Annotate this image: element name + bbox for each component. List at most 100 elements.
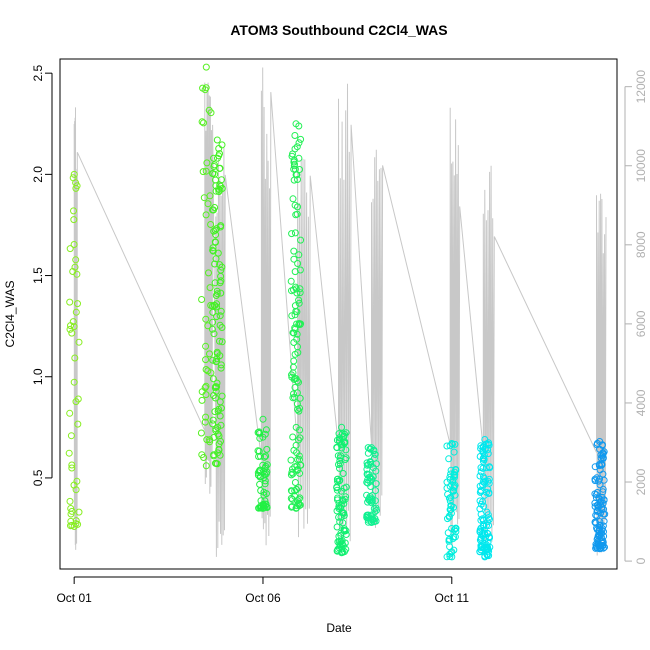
data-point bbox=[476, 497, 484, 505]
data-point bbox=[333, 523, 341, 531]
data-point bbox=[293, 143, 301, 151]
data-point bbox=[211, 384, 219, 392]
data-point bbox=[257, 497, 265, 505]
data-point bbox=[288, 312, 296, 320]
data-point bbox=[294, 176, 301, 183]
data-point bbox=[288, 152, 296, 160]
data-points bbox=[65, 63, 609, 561]
data-point bbox=[443, 553, 451, 561]
data-point bbox=[594, 504, 602, 512]
data-point bbox=[340, 484, 348, 492]
data-point bbox=[218, 263, 226, 271]
data-point bbox=[333, 443, 341, 451]
data-point bbox=[212, 425, 220, 433]
data-point bbox=[483, 508, 491, 516]
data-point bbox=[477, 533, 485, 541]
data-point bbox=[213, 300, 221, 308]
data-point bbox=[210, 451, 218, 459]
data-point bbox=[292, 504, 300, 512]
data-point bbox=[75, 508, 83, 516]
data-point bbox=[448, 553, 456, 561]
data-point bbox=[296, 394, 304, 402]
y-axis-label: C2Cl4_WAS bbox=[3, 281, 17, 348]
data-point bbox=[371, 497, 379, 505]
data-point bbox=[295, 299, 303, 307]
data-point bbox=[289, 329, 297, 337]
data-point bbox=[451, 491, 459, 499]
data-point bbox=[599, 488, 607, 496]
y-tick-label: 2.5 bbox=[31, 65, 45, 82]
data-point bbox=[476, 488, 484, 496]
data-point bbox=[202, 167, 210, 175]
data-point bbox=[338, 423, 346, 431]
data-point bbox=[74, 300, 81, 308]
data-point bbox=[593, 512, 601, 520]
data-point bbox=[335, 499, 343, 507]
data-point bbox=[214, 449, 222, 457]
data-point bbox=[293, 171, 301, 179]
x-axis: Oct 01 Oct 06 Oct 11 bbox=[56, 576, 469, 605]
data-point bbox=[68, 464, 76, 472]
data-point bbox=[481, 445, 489, 453]
data-point bbox=[291, 268, 299, 276]
data-point bbox=[451, 440, 459, 448]
data-point bbox=[215, 432, 223, 440]
data-point bbox=[291, 384, 299, 391]
data-point bbox=[444, 515, 451, 523]
data-point bbox=[214, 407, 222, 415]
data-point bbox=[445, 536, 453, 544]
data-point bbox=[337, 452, 345, 460]
data-point bbox=[65, 449, 73, 457]
data-point bbox=[213, 287, 221, 295]
data-point bbox=[338, 537, 346, 545]
data-point bbox=[287, 456, 295, 464]
data-point bbox=[450, 448, 458, 456]
data-point bbox=[261, 464, 269, 472]
data-point bbox=[70, 523, 78, 530]
data-point bbox=[218, 324, 226, 331]
data-point bbox=[218, 176, 225, 184]
data-point bbox=[211, 408, 219, 416]
data-point bbox=[293, 335, 301, 343]
data-point bbox=[257, 452, 264, 460]
data-point bbox=[72, 308, 80, 316]
data-point bbox=[289, 470, 297, 478]
data-point bbox=[74, 420, 82, 428]
data-point bbox=[205, 269, 212, 277]
data-point bbox=[367, 459, 374, 466]
data-point bbox=[211, 161, 218, 169]
data-point bbox=[209, 375, 217, 383]
data-point bbox=[600, 496, 608, 504]
data-point bbox=[202, 413, 210, 421]
data-point bbox=[485, 489, 493, 497]
data-point bbox=[215, 446, 223, 453]
data-point bbox=[293, 377, 301, 385]
data-point bbox=[75, 338, 83, 346]
data-point bbox=[288, 495, 296, 503]
data-point bbox=[209, 356, 217, 364]
data-point bbox=[73, 477, 81, 485]
data-point bbox=[216, 164, 224, 172]
data-point bbox=[215, 188, 223, 196]
y2-tick-label: 10000 bbox=[634, 149, 648, 183]
data-point bbox=[216, 279, 224, 287]
data-point bbox=[212, 292, 220, 299]
data-point bbox=[202, 342, 210, 350]
data-point bbox=[336, 457, 344, 465]
data-point bbox=[485, 441, 493, 449]
data-point bbox=[296, 289, 304, 297]
data-point bbox=[367, 483, 375, 490]
y2-tick-label: 8000 bbox=[634, 231, 648, 258]
data-point bbox=[213, 460, 221, 468]
data-point bbox=[202, 366, 210, 373]
data-point bbox=[213, 136, 221, 144]
data-point bbox=[335, 461, 342, 468]
data-point bbox=[202, 315, 210, 323]
data-point bbox=[69, 318, 77, 326]
data-point bbox=[289, 465, 296, 473]
data-point bbox=[368, 519, 375, 526]
data-point bbox=[199, 168, 207, 176]
data-point bbox=[479, 464, 487, 472]
data-point bbox=[293, 400, 301, 408]
data-point bbox=[198, 296, 206, 303]
